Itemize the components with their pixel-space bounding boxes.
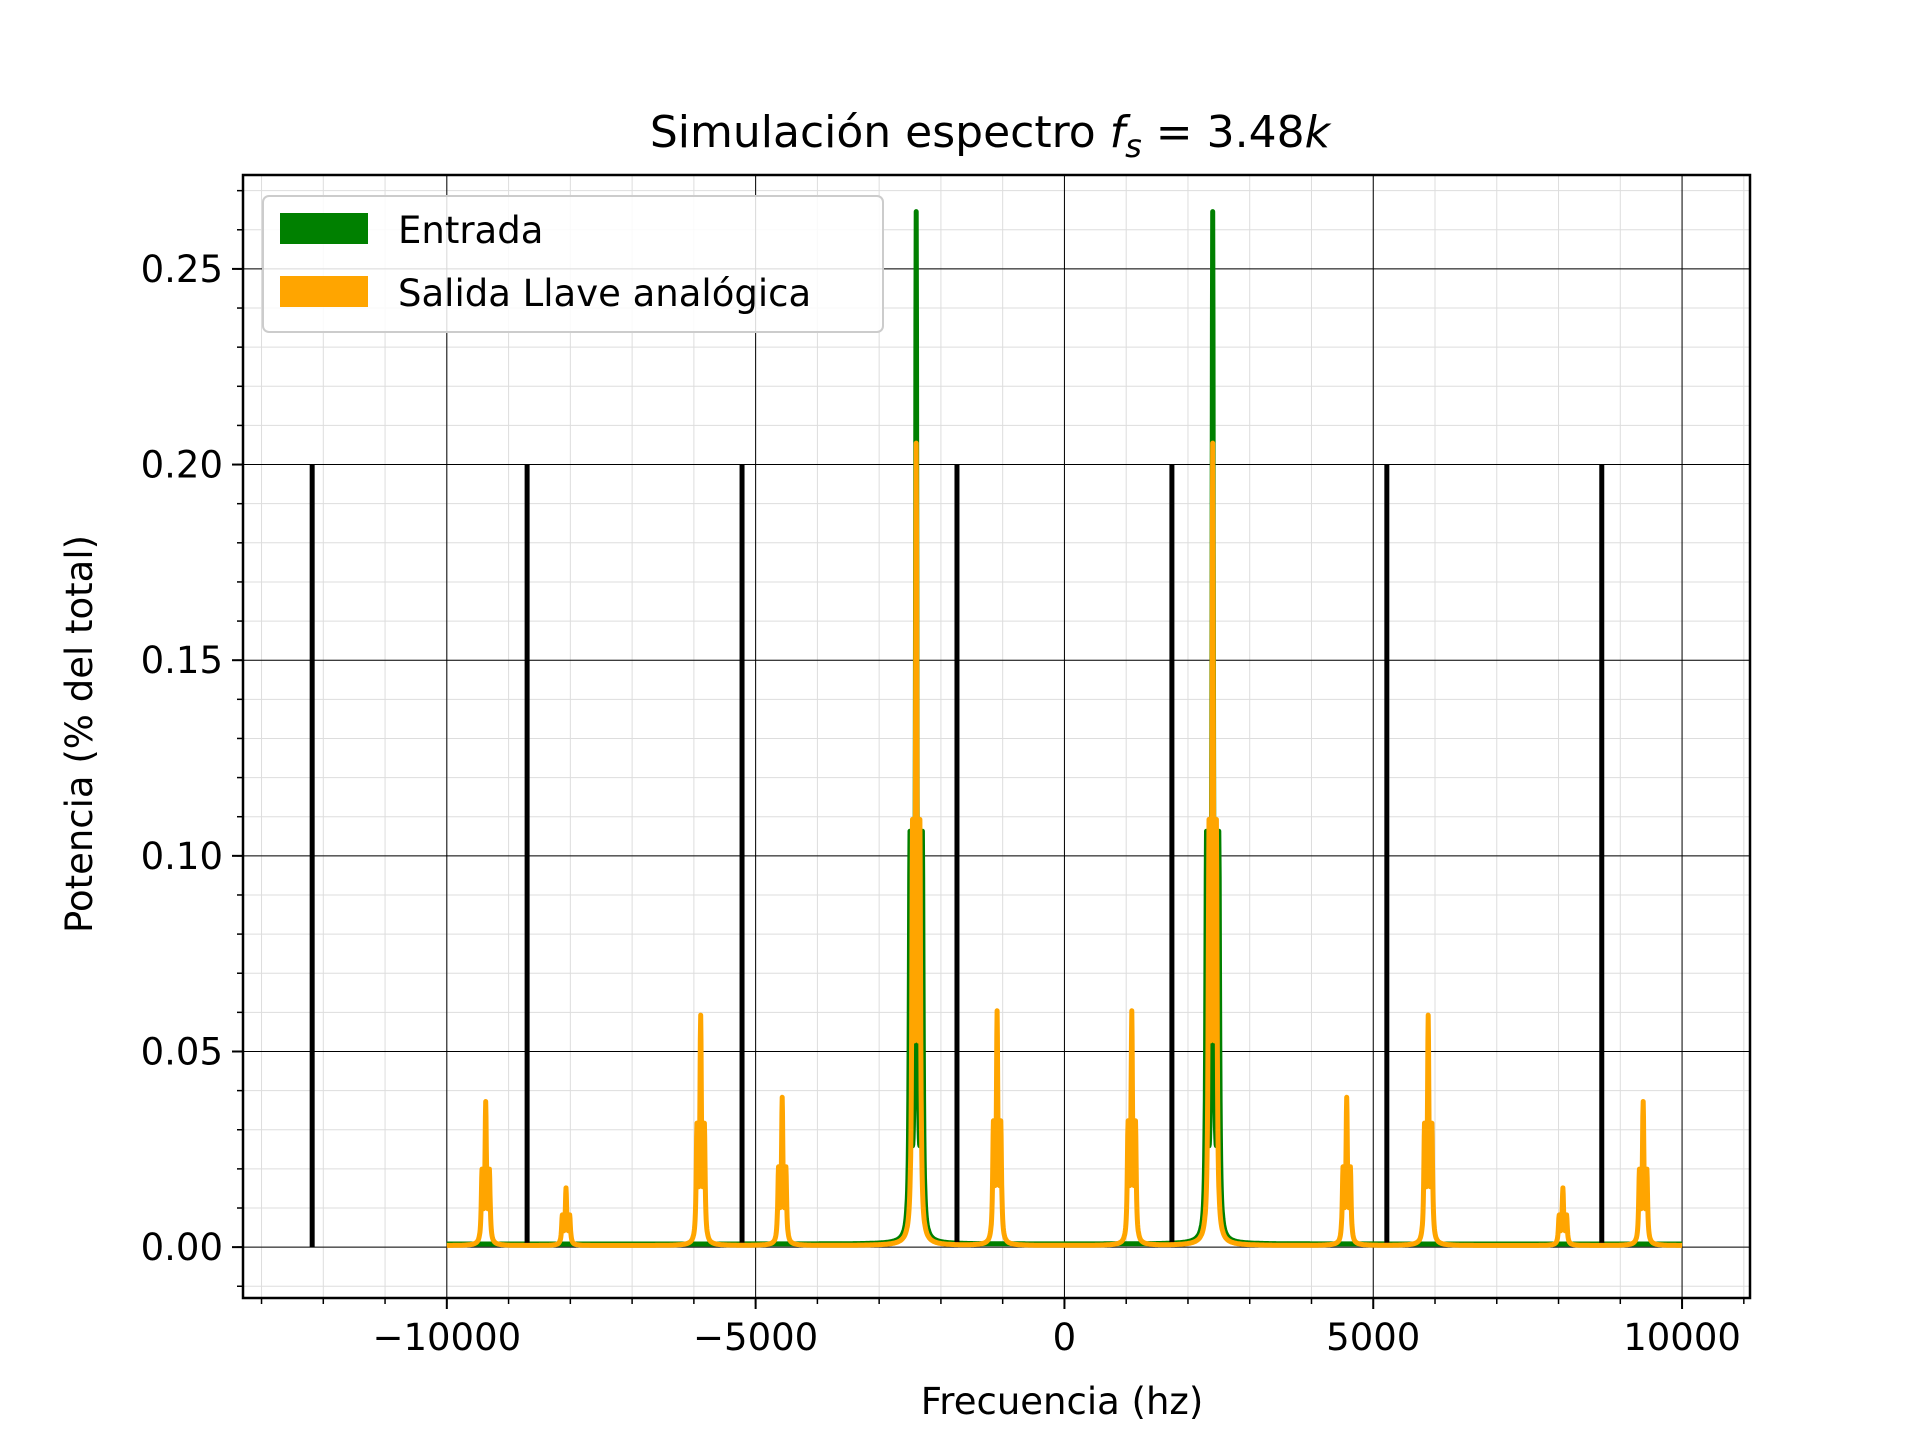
y-axis: 0.00 0.05 0.10 0.15 0.20 0.25 xyxy=(141,189,243,1288)
legend-swatch-salida xyxy=(280,276,368,307)
legend: Entrada Salida Llave analógica xyxy=(262,195,884,333)
plot-area xyxy=(241,173,1752,1300)
legend-box xyxy=(262,195,884,333)
plot-frame xyxy=(241,173,1752,1300)
y-tick-label: 0.10 xyxy=(141,835,223,878)
y-axis-label: Potencia (% del total) xyxy=(58,535,101,933)
legend-swatch-entrada xyxy=(280,213,368,244)
y-tick-label: 0.00 xyxy=(141,1226,223,1269)
x-tick-label: 0 xyxy=(1053,1316,1077,1359)
y-tick-label: 0.20 xyxy=(141,444,223,487)
y-tick-label: 0.05 xyxy=(141,1030,223,1073)
x-tick-label: −5000 xyxy=(693,1316,818,1359)
series-salida xyxy=(444,440,1685,1248)
major-grid xyxy=(243,175,1750,1298)
x-tick-label: 5000 xyxy=(1326,1316,1420,1359)
line-salida xyxy=(444,440,1685,1248)
legend-label-entrada: Entrada xyxy=(398,209,543,252)
legend-label-salida: Salida Llave analógica xyxy=(398,272,811,315)
x-tick-label: −10000 xyxy=(372,1316,521,1359)
x-axis: −10000 −5000 0 5000 10000 xyxy=(260,1298,1745,1359)
x-tick-label: 10000 xyxy=(1623,1316,1741,1359)
x-axis-label: Frecuencia (hz) xyxy=(921,1380,1204,1423)
y-tick-label: 0.15 xyxy=(141,639,223,682)
chart-title: Simulación espectro fs = 3.48k xyxy=(650,107,1332,165)
y-tick-label: 0.25 xyxy=(141,248,223,291)
sampling-markers xyxy=(309,464,1605,1248)
